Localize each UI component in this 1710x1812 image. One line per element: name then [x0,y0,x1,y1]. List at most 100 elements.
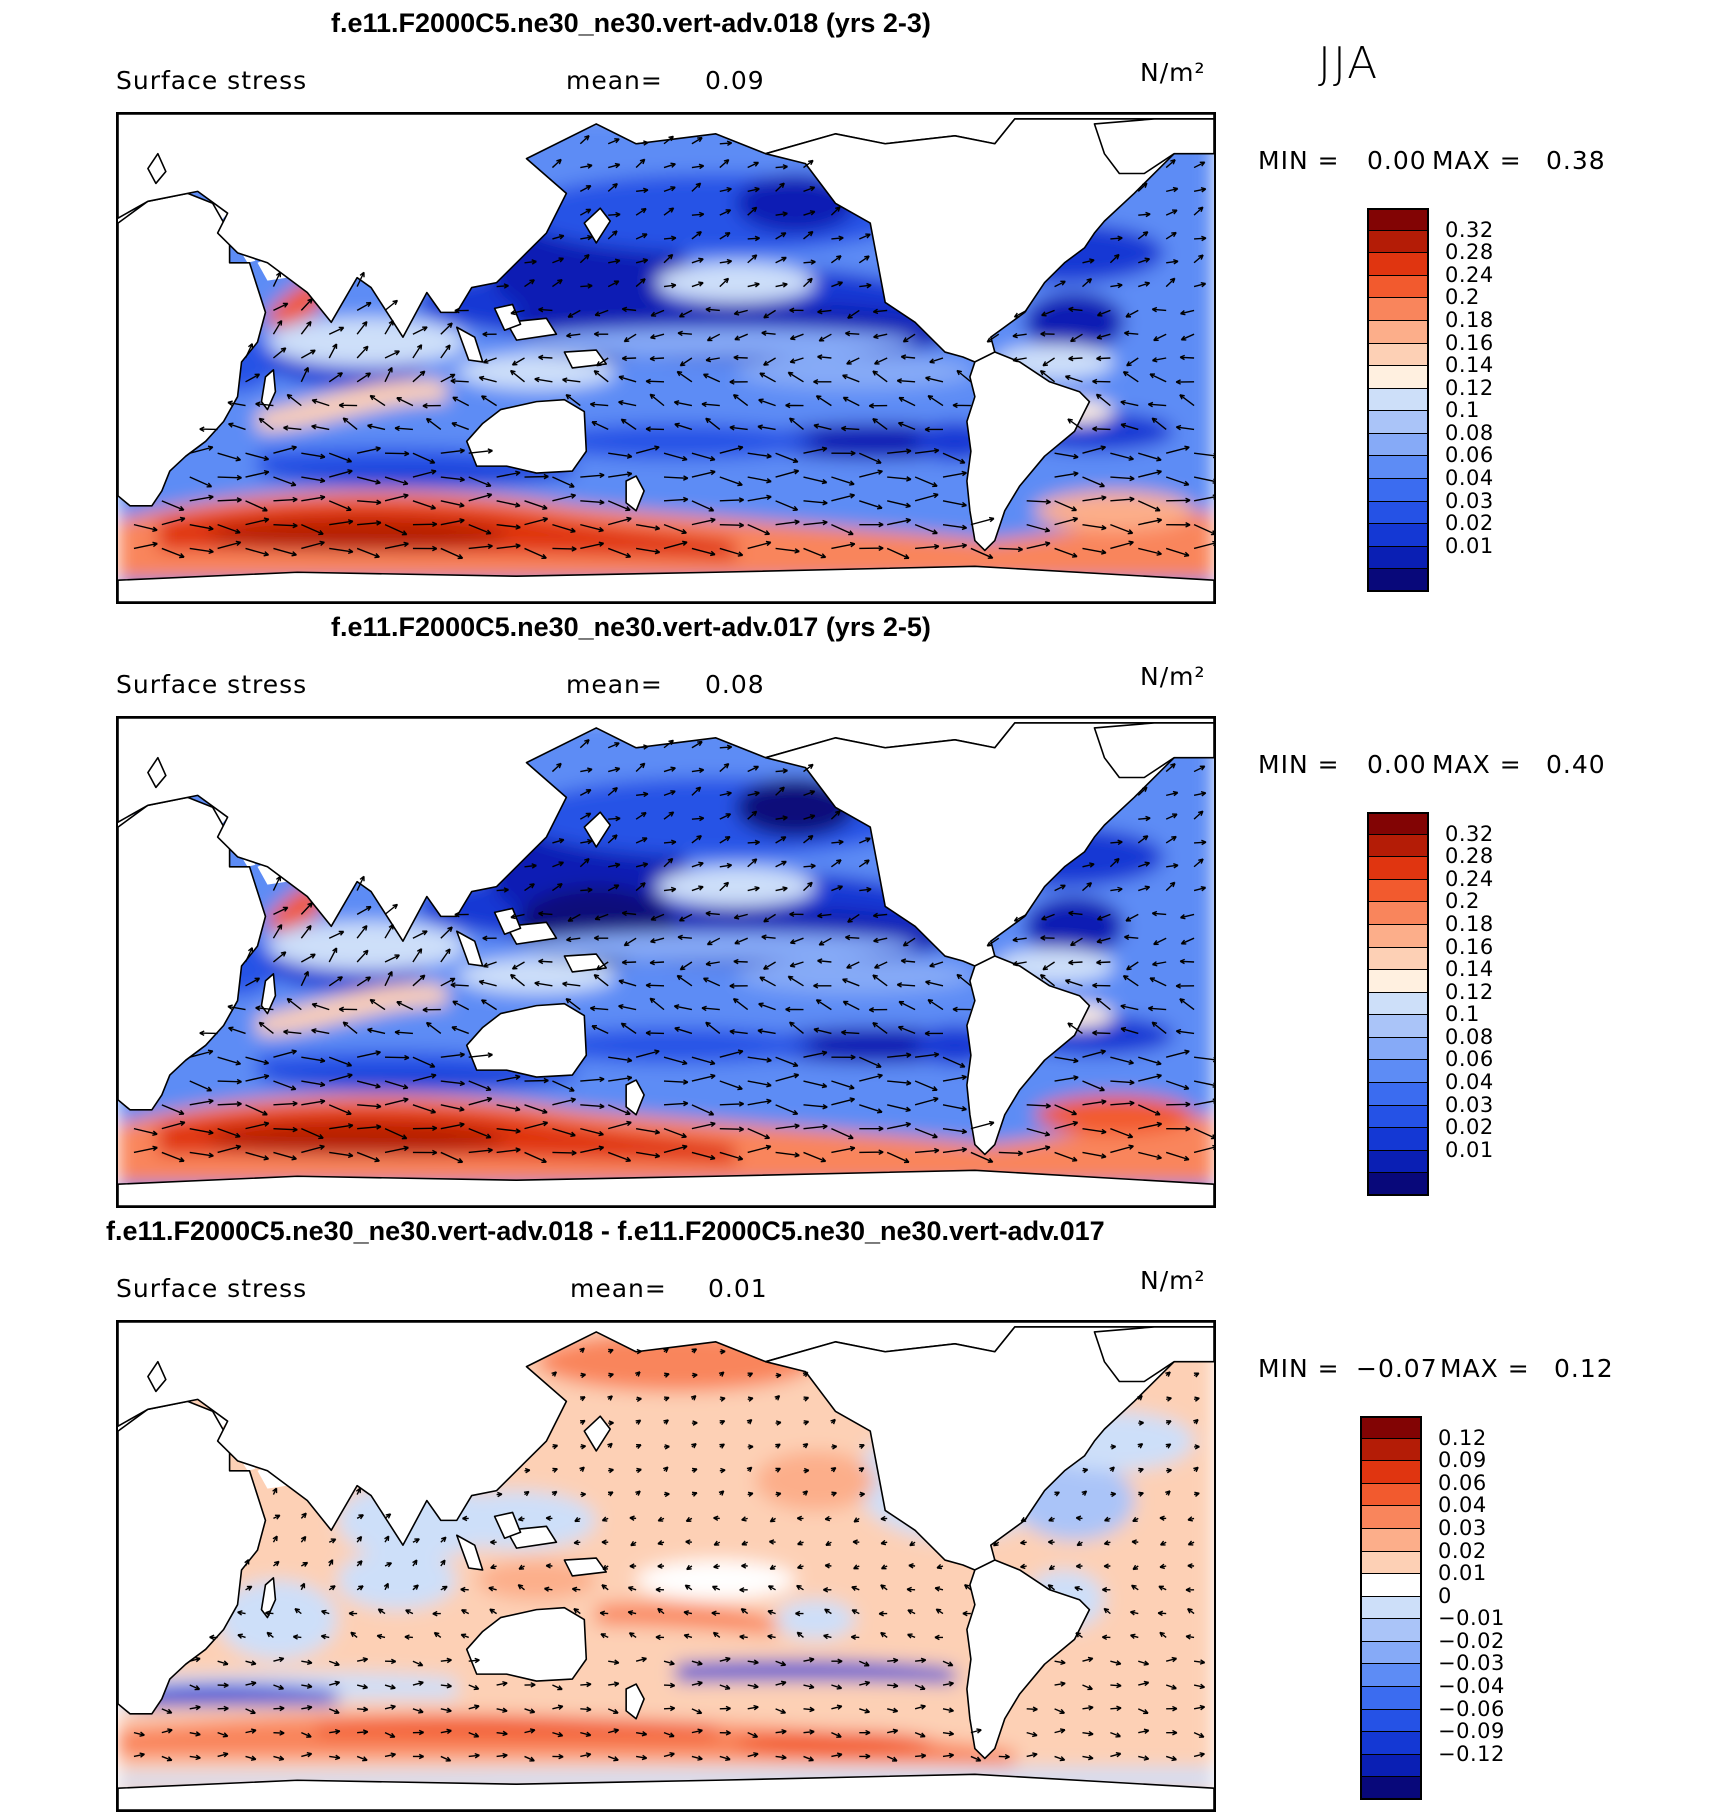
stress-vector [412,1729,424,1736]
stress-vector [757,424,776,431]
stress-vector [803,499,828,506]
stress-mid [735,354,975,390]
coastline-sumatra [455,326,484,363]
stress-vector [1096,959,1111,966]
stress-vector [1165,159,1176,169]
stress-vector [412,1753,424,1760]
stress-vector [719,1348,726,1355]
stress-vector [552,257,565,264]
stress-vector [705,910,720,917]
colorbar-tick-label: 0.32 [1445,821,1494,846]
negative-anomaly [636,1560,796,1600]
stress-vector [217,497,242,503]
panel-bottom-mean-value: 0.01 [708,1274,768,1303]
stress-vector [1026,1145,1051,1154]
stress-vector [1054,1104,1078,1116]
stress-vector [914,492,939,502]
stress-vector [1166,790,1179,797]
stress-vector [1159,1563,1167,1570]
stress-vector [859,500,883,510]
stress-vector [607,1104,631,1116]
southern-positive-core-east [735,1731,936,1756]
stress-vector [925,375,944,383]
stress-vector [1132,1564,1139,1571]
colorbar-tick-label: 0.2 [1445,285,1480,310]
stress-vector [747,810,758,820]
stress-vector [595,961,609,971]
stress-vector [623,333,637,343]
stress-vector [272,347,287,359]
colorbar-tick-label: 0.06 [1445,1047,1494,1072]
stress-vector [795,1610,804,1617]
stress-vector [396,1001,414,1011]
stress-vector [1012,936,1027,943]
coastline-madagascar [260,369,277,411]
stress-vector [757,1028,776,1035]
stress-vector [301,1659,313,1666]
stress-vector [608,516,632,526]
stress-vector [663,452,688,462]
stress-vector [217,1127,241,1138]
stress-vector [739,1587,748,1593]
stress-vector [1165,1049,1190,1058]
stress-vector [676,370,693,383]
stress-vector [189,1731,201,1737]
stress-vector [573,1539,581,1546]
stress-vector [320,1633,330,1640]
stress-vector [636,791,649,798]
stress-vector [775,1056,799,1068]
stress-vector [384,1562,393,1568]
stress-vector [691,1420,698,1426]
stress-vector [818,937,832,946]
stress-vector [747,1144,772,1154]
stress-vector [545,1563,553,1569]
stress-vector [1110,496,1135,503]
stress-vector [355,1487,361,1495]
stress-vector [1165,1443,1172,1449]
stress-vector [636,1348,642,1355]
stress-vector [927,395,944,407]
stress-vector [873,333,888,340]
stress-vector [329,1728,341,1735]
stress-vector [924,1030,943,1037]
stress-vector [1082,1705,1094,1711]
stress-vector [329,1123,354,1130]
stress-vector [496,1730,508,1737]
stress-vector [1193,885,1207,892]
stress-vector [580,1076,605,1083]
stress-vector [384,1752,396,1758]
stress-vector [329,547,354,555]
stress-vector [1175,379,1195,385]
colorbar-cell [1360,1664,1422,1688]
stress-vector [425,417,442,430]
stress-vector [245,1073,270,1082]
stress-vector [440,1122,465,1130]
stress-vector [635,882,646,892]
colorbar-tick-label: 0.1 [1445,398,1480,423]
stress-vector [831,1658,843,1665]
stress-vector [518,1564,525,1570]
stress-vector [831,476,855,486]
stress-vector [608,1056,633,1063]
stress-vectors [133,1347,1206,1762]
stress-vector [1193,1659,1206,1665]
stress-vector [1026,1127,1051,1137]
stress-vector [691,230,702,240]
stress-vector [746,1418,753,1425]
stress-vector [691,163,705,170]
stress-vector [942,523,968,531]
stress-vector [133,523,158,532]
stress-vector [301,1705,313,1711]
stress-vector [580,1731,592,1737]
stress-vector [1193,1466,1199,1473]
stress-vector [1138,547,1162,556]
stress-vector [831,1145,856,1154]
stress-vector [384,1732,396,1738]
stress-vector [635,1151,661,1159]
stress-vector [1110,1100,1135,1107]
stress-vector [830,206,841,216]
ocean-field [118,718,1214,1206]
stress-vector [663,1396,670,1402]
stress-vector [480,999,497,1011]
stress-vector [1193,254,1204,264]
